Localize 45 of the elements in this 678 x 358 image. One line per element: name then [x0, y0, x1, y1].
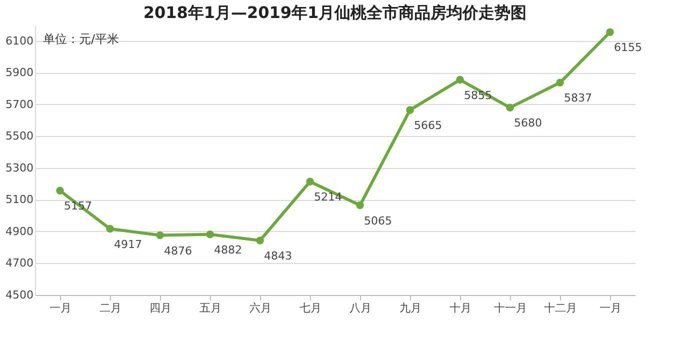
point — [106, 224, 114, 233]
point — [156, 231, 164, 240]
y-tick-label: 5300 — [6, 161, 34, 174]
data-label: 4917 — [114, 238, 142, 251]
point — [306, 178, 314, 186]
data-label: 6155 — [614, 41, 642, 54]
data-label: 5065 — [364, 214, 392, 228]
data-label: 5214 — [314, 190, 342, 204]
y-tick-label: 5900 — [6, 66, 34, 80]
y-tick-label: 5700 — [6, 98, 34, 111]
point — [56, 186, 64, 195]
x-tick-label: 十二月 — [544, 302, 577, 314]
point — [606, 28, 614, 36]
y-tick-label: 4500 — [6, 288, 34, 302]
x-tick-label: 十月 — [450, 302, 472, 314]
data-label: 4843 — [264, 250, 292, 263]
data-label: 5837 — [564, 92, 592, 105]
x-tick-label: 七月 — [300, 302, 322, 314]
x-tick-label: 一月 — [50, 302, 72, 314]
point — [406, 106, 414, 114]
point — [206, 230, 214, 238]
x-tick-label: 九月 — [400, 302, 422, 314]
y-tick-label: 6100 — [6, 34, 34, 48]
data-label: 5665 — [414, 118, 442, 132]
y-tick-label: 5100 — [6, 193, 34, 206]
point — [256, 236, 264, 244]
y-tick-label: 4700 — [6, 256, 34, 270]
y-tick-label: 5500 — [6, 130, 34, 143]
x-tick-label: 六月 — [250, 302, 272, 314]
x-tick-label: 五月 — [200, 302, 222, 314]
point — [356, 201, 364, 210]
data-label: 4882 — [214, 243, 242, 256]
chart-title: 2018年1月—2019年1月仙桃全市商品房均价走势图 — [143, 3, 527, 22]
x-tick-label: 十一月 — [494, 302, 527, 314]
x-tick-label: 一月 — [600, 302, 622, 314]
point — [456, 76, 464, 84]
y-tick-label: 4900 — [6, 224, 34, 238]
x-tick-label: 四月 — [150, 302, 172, 314]
data-label: 5680 — [514, 116, 542, 130]
annotation: 单位：元/平米 — [43, 32, 120, 46]
data-label: 4876 — [164, 244, 192, 258]
point — [556, 78, 564, 87]
x-tick-label: 二月 — [100, 302, 122, 314]
x-tick-label: 八月 — [350, 302, 372, 314]
point — [506, 104, 514, 112]
